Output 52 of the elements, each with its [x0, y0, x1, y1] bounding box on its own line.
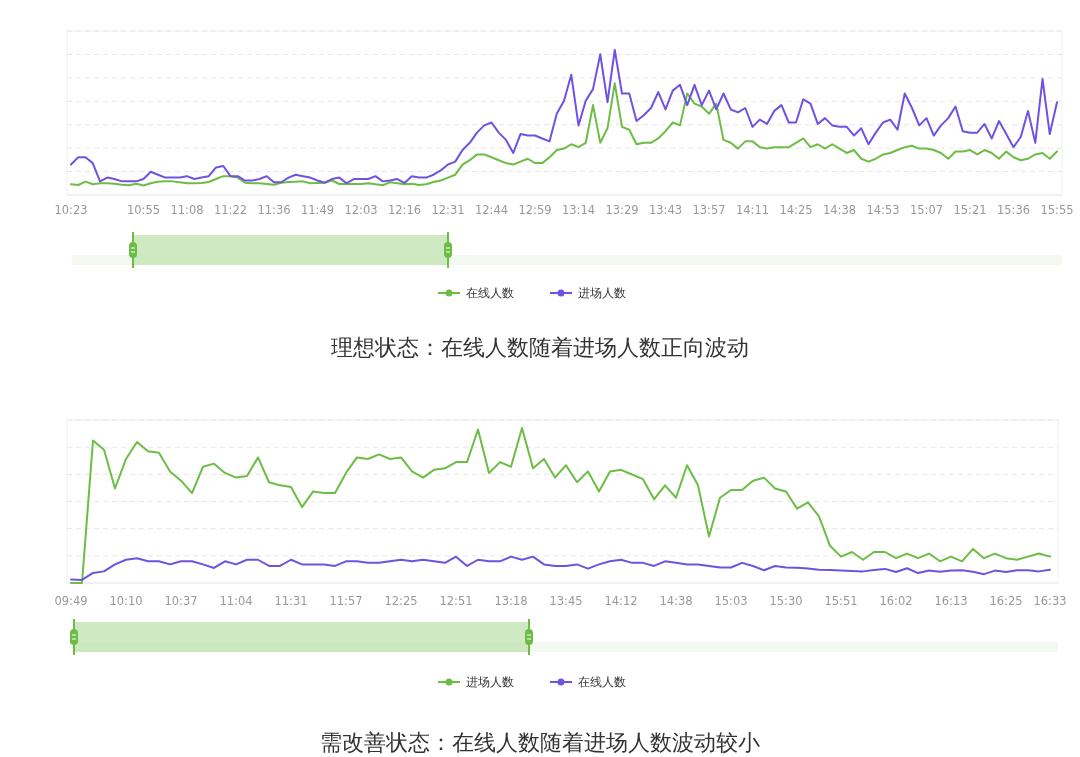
x-tick-label: 12:44 — [474, 203, 509, 217]
text: 理想状态：在线人数随着进场人数正向波动 — [331, 335, 749, 360]
x-tick-label: 15:07 — [909, 203, 944, 217]
x-tick-label: 15:51 — [824, 594, 858, 608]
x-tick-label: 14:25 — [779, 203, 813, 217]
x-tick-label: 12:31 — [431, 203, 465, 217]
legend-item: 在线人数 — [437, 286, 514, 300]
x-tick-label: 15:03 — [714, 594, 748, 608]
x-tick-label: 12:16 — [387, 203, 422, 217]
legend-item: 进场人数 — [437, 675, 514, 689]
x-tick-label: 13:18 — [494, 594, 528, 608]
x-tick-label: 11:49 — [300, 203, 335, 217]
x-tick-label: 10:37 — [164, 594, 198, 608]
x-tick-label: 15:30 — [769, 594, 803, 608]
x-tick-label: 13:45 — [549, 594, 583, 608]
x-tick-label: 15:21 — [953, 203, 987, 217]
x-tick-label: 13:57 — [692, 203, 726, 217]
legend-item: 在线人数 — [549, 675, 626, 689]
x-tick-label: 11:22 — [213, 203, 248, 217]
x-tick-label: 11:08 — [170, 203, 204, 217]
x-tick-label: 10:55 — [126, 203, 161, 217]
x-tick-label: 16:25 — [989, 594, 1023, 608]
x-tick-label: 16:02 — [879, 594, 913, 608]
x-tick-label: 14:11 — [735, 203, 770, 217]
x-tick-label: 13:29 — [605, 203, 639, 217]
x-tick-label: 14:53 — [866, 203, 900, 217]
x-tick-label: 09:49 — [54, 594, 88, 608]
x-tick-label: 11:04 — [219, 594, 253, 608]
x-tick-label: 16:13 — [934, 594, 968, 608]
x-tick-label: 10:23 — [54, 203, 88, 217]
x-tick-label: 12:25 — [384, 594, 418, 608]
x-tick-label: 14:12 — [604, 594, 638, 608]
x-tick-label: 13:43 — [648, 203, 683, 217]
x-tick-label: 15:55 — [1040, 203, 1074, 217]
x-tick-label: 15:36 — [996, 203, 1031, 217]
legend-label: 进场人数 — [578, 286, 626, 300]
legend-label: 在线人数 — [466, 286, 514, 300]
legend-label: 在线人数 — [578, 675, 626, 689]
x-tick-label: 12:59 — [518, 203, 552, 217]
legend-item: 进场人数 — [549, 286, 626, 300]
x-tick-label: 10:10 — [109, 594, 143, 608]
x-tick-label: 12:03 — [344, 203, 378, 217]
x-tick-label: 14:38 — [659, 594, 693, 608]
x-tick-label: 13:14 — [561, 203, 596, 217]
x-tick-label: 14:38 — [822, 203, 857, 217]
legend-label: 进场人数 — [466, 675, 514, 689]
x-tick-label: 11:31 — [274, 594, 308, 608]
x-tick-label: 11:36 — [257, 203, 291, 217]
x-tick-label: 12:51 — [439, 594, 473, 608]
text: 需改善状态：在线人数随着进场人数波动较小 — [320, 730, 760, 755]
x-tick-label: 16:33 — [1033, 594, 1067, 608]
x-tick-label: 11:57 — [329, 594, 363, 608]
